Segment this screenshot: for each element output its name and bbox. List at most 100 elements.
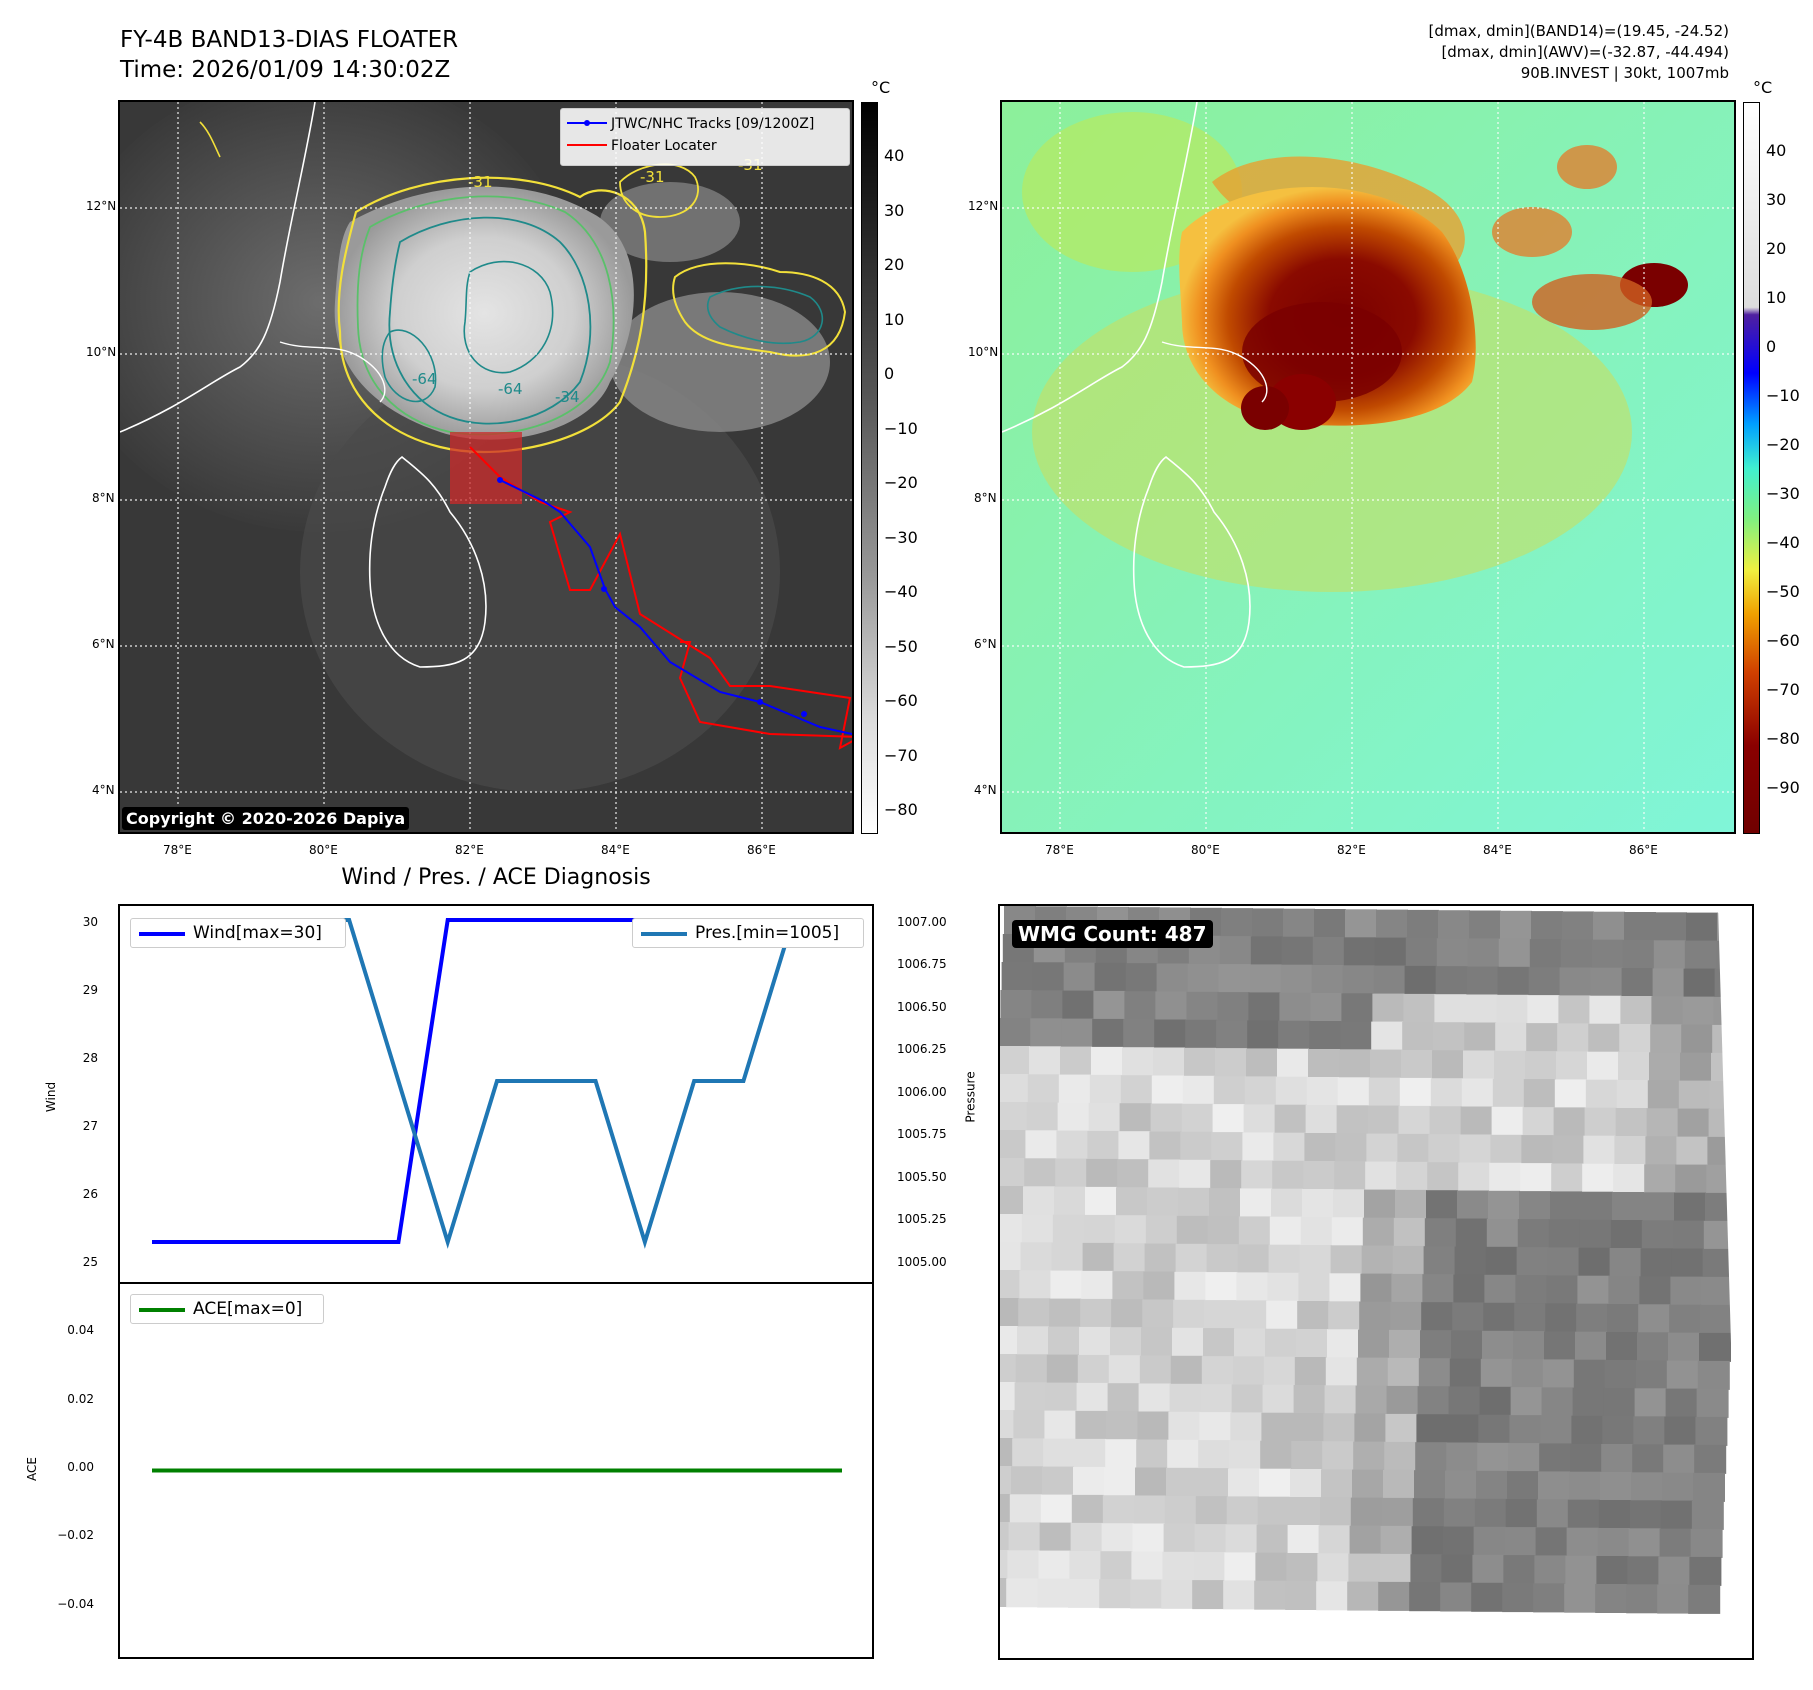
wmg-cell <box>1235 1300 1268 1330</box>
lat-label-right: 8°N <box>974 491 997 505</box>
wmg-cell <box>1297 1301 1330 1330</box>
wmg-cell <box>1655 912 1687 942</box>
wmg-cell <box>1644 1164 1677 1194</box>
colorbar-enhanced-tick: −50 <box>1766 582 1800 601</box>
wmg-cell <box>1686 912 1718 942</box>
wind-legend-label: Wind[max=30] <box>193 923 322 943</box>
wmg-cell <box>1442 1526 1475 1556</box>
coastline-india <box>120 102 316 433</box>
wmg-cell <box>1479 1386 1512 1416</box>
wmg-cell <box>1000 1466 1012 1495</box>
ace-legend-label: ACE[max=0] <box>193 1299 303 1319</box>
wmg-cell <box>1139 1355 1172 1385</box>
wmg-cell <box>1300 1217 1333 1246</box>
wmg-cell <box>1385 1413 1418 1443</box>
wmg-cell <box>1229 1440 1262 1470</box>
wmg-cell <box>1585 1079 1618 1109</box>
wmg-cell <box>1089 1074 1122 1104</box>
wmg-cell <box>1305 1105 1338 1134</box>
ace-tick: −0.04 <box>57 1597 94 1611</box>
wmg-cell <box>1292 1413 1325 1442</box>
wmg-cell <box>1451 1330 1483 1360</box>
wmg-cell <box>1404 965 1437 995</box>
lat-label-right: 6°N <box>974 637 997 651</box>
wmg-cell <box>1337 1077 1370 1107</box>
wmg-cell <box>1000 1410 1015 1439</box>
wmg-cell <box>1231 1384 1264 1414</box>
contour-label-1: -31 <box>468 173 493 191</box>
wmg-cell <box>1504 1527 1537 1557</box>
wmg-cell <box>1420 1330 1452 1360</box>
wmg-cell <box>1023 1186 1055 1216</box>
wmg-cell <box>1436 938 1469 968</box>
wmg-cell <box>1488 1190 1520 1220</box>
wmg-cell <box>1207 1216 1240 1246</box>
wmg-cell <box>1254 1580 1287 1610</box>
contour-green <box>356 195 615 436</box>
wmg-cell <box>1261 1412 1294 1442</box>
wmg-cell <box>1650 1024 1683 1054</box>
wmg-cell <box>1303 1161 1336 1190</box>
wmg-count-label: WMG Count: 487 <box>1012 920 1213 948</box>
wmg-cell <box>1025 1130 1058 1160</box>
wmg-cell <box>1238 1216 1271 1246</box>
wmg-cell <box>1607 1304 1640 1333</box>
wmg-cell <box>1000 1130 1027 1159</box>
chart-timestamp: Time: 2026/01/09 14:30:02Z <box>120 57 451 83</box>
wmg-cell <box>1514 1303 1547 1333</box>
ace-panel: ACE[max=0] <box>118 1282 874 1659</box>
wmg-cell <box>1362 1217 1395 1247</box>
wmg-cell <box>1045 1382 1078 1412</box>
wmg-cell <box>1138 1383 1171 1413</box>
wmg-cell <box>1562 911 1594 941</box>
wmg-cell <box>1640 1248 1673 1278</box>
wmg-cell <box>1073 1466 1105 1496</box>
wmg-cell <box>1409 1582 1442 1612</box>
wmg-cell <box>1626 1584 1659 1614</box>
wmg-cell <box>1110 1327 1142 1357</box>
wmg-cell <box>1011 1466 1043 1496</box>
wmg-cell <box>1546 1275 1579 1305</box>
wmg-cell <box>1175 1243 1208 1273</box>
wmg-cell <box>1588 1023 1621 1053</box>
wmg-cell <box>1631 1472 1663 1502</box>
wmg-cell <box>1664 1416 1697 1446</box>
wmg-cell <box>1153 1047 1185 1077</box>
wmg-cell <box>1255 1552 1288 1582</box>
wmg-cell <box>1696 1388 1729 1418</box>
wmg-cell <box>1290 1469 1322 1498</box>
wmg-cell <box>1117 1159 1150 1189</box>
wmg-cell <box>1376 909 1408 939</box>
lon-label: 78°E <box>163 843 192 857</box>
colorbar-ir-tick: 20 <box>884 255 905 274</box>
wmg-cell <box>1051 1242 1084 1272</box>
wmg-cell <box>1368 1077 1401 1107</box>
wind-pressure-svg <box>152 918 842 1249</box>
wmg-cell <box>1170 1355 1203 1385</box>
lon-label: 82°E <box>455 843 484 857</box>
wmg-cell <box>1614 1136 1647 1165</box>
wmg-cell <box>1482 1330 1514 1360</box>
wmg-cell <box>1560 939 1593 969</box>
wind-legend: Wind[max=30] <box>130 918 346 948</box>
wmg-cell <box>1595 1584 1628 1613</box>
wmg-cell <box>1500 910 1532 940</box>
wmg-cell <box>1464 1022 1497 1052</box>
wmg-cell <box>1116 1187 1148 1217</box>
wmg-cell <box>1085 1186 1117 1216</box>
wmg-cell <box>1370 1049 1402 1079</box>
wmg-cell <box>1542 1359 1575 1389</box>
wmg-cell <box>1308 1049 1340 1078</box>
wmg-cell <box>1688 1584 1721 1614</box>
wmg-cell <box>1564 1583 1597 1613</box>
wmg-cell <box>1322 1441 1355 1471</box>
wmg-cell <box>1000 1158 1026 1187</box>
wmg-cell <box>1262 1384 1295 1414</box>
wmg-cell <box>1001 962 1034 991</box>
wmg-cell <box>1145 1215 1178 1245</box>
wmg-cell <box>1044 1410 1077 1440</box>
colorbar-enhanced-tick: −90 <box>1766 778 1800 797</box>
wmg-cell <box>1327 1329 1359 1359</box>
wmg-cell <box>1516 1247 1549 1277</box>
wind-legend-swatch <box>139 932 185 936</box>
